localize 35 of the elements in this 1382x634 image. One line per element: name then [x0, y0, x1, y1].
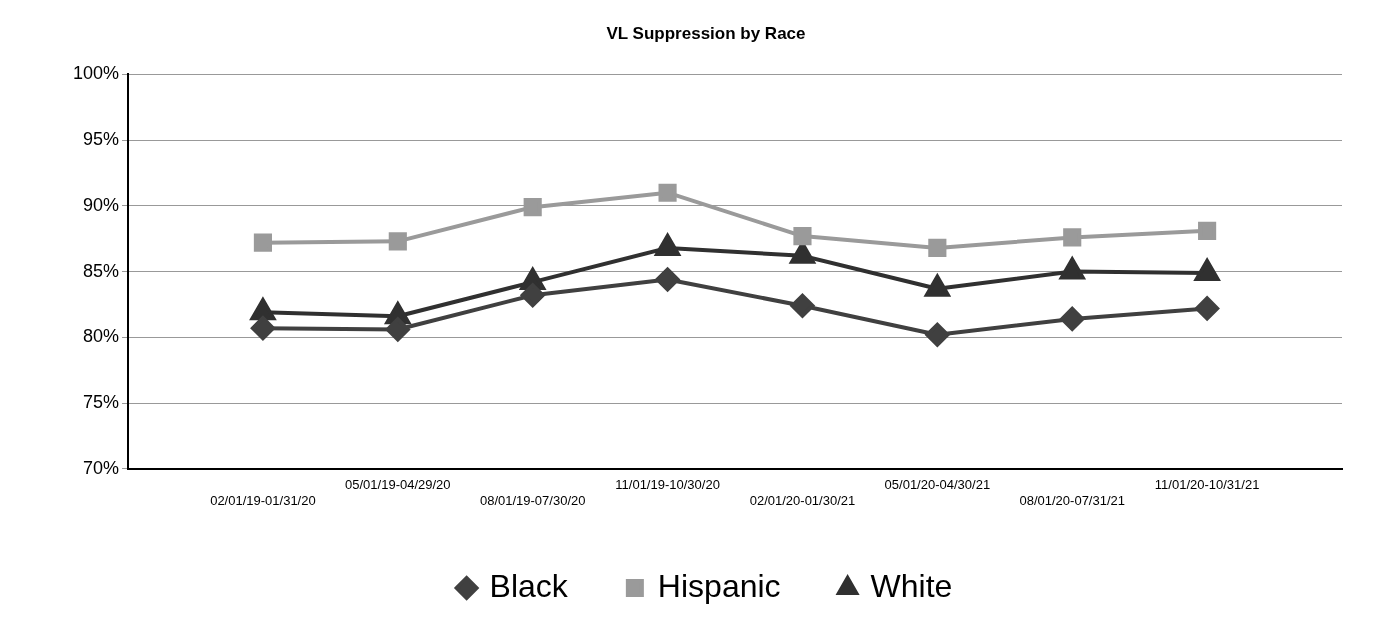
x-tick-label: 02/01/19-01/31/20	[210, 492, 316, 508]
point	[925, 322, 950, 347]
point	[253, 233, 272, 252]
x-tick-label: 02/01/20-01/30/21	[749, 492, 856, 508]
y-tick-label: 85%	[83, 260, 120, 281]
x-tick-label: 05/01/20-04/30/21	[884, 477, 991, 493]
point	[388, 232, 407, 251]
point	[385, 317, 410, 342]
x-tick-label: 08/01/19-07/30/20	[479, 492, 586, 508]
point	[793, 227, 812, 246]
point	[790, 293, 815, 318]
legend-label: White	[870, 567, 953, 604]
x-tick-label: 11/01/19-10/30/20	[615, 477, 720, 493]
legend-label: Hispanic	[657, 567, 781, 604]
y-tick-label: 90%	[83, 194, 120, 215]
point	[523, 198, 542, 217]
point	[250, 316, 275, 341]
y-tick-label: 75%	[83, 392, 120, 413]
point	[1060, 306, 1085, 331]
point	[520, 283, 545, 308]
y-tick-label: 80%	[83, 326, 120, 347]
y-tick-label: 100%	[72, 63, 120, 84]
y-tick-label: 70%	[83, 457, 120, 478]
point	[928, 238, 947, 258]
point	[1063, 228, 1082, 247]
point	[655, 267, 680, 292]
point	[1198, 221, 1217, 240]
x-tick-label: 05/01/19-04/29/20	[345, 477, 451, 493]
chart-title: VL Suppression by Race	[606, 23, 806, 43]
legend-label: Black	[489, 567, 569, 604]
x-tick-label: 08/01/20-07/31/21	[1019, 492, 1125, 508]
point	[658, 183, 677, 202]
x-tick-label: 11/01/20-10/31/21	[1154, 477, 1260, 493]
point	[1195, 296, 1220, 321]
y-tick-label: 95%	[83, 129, 120, 150]
